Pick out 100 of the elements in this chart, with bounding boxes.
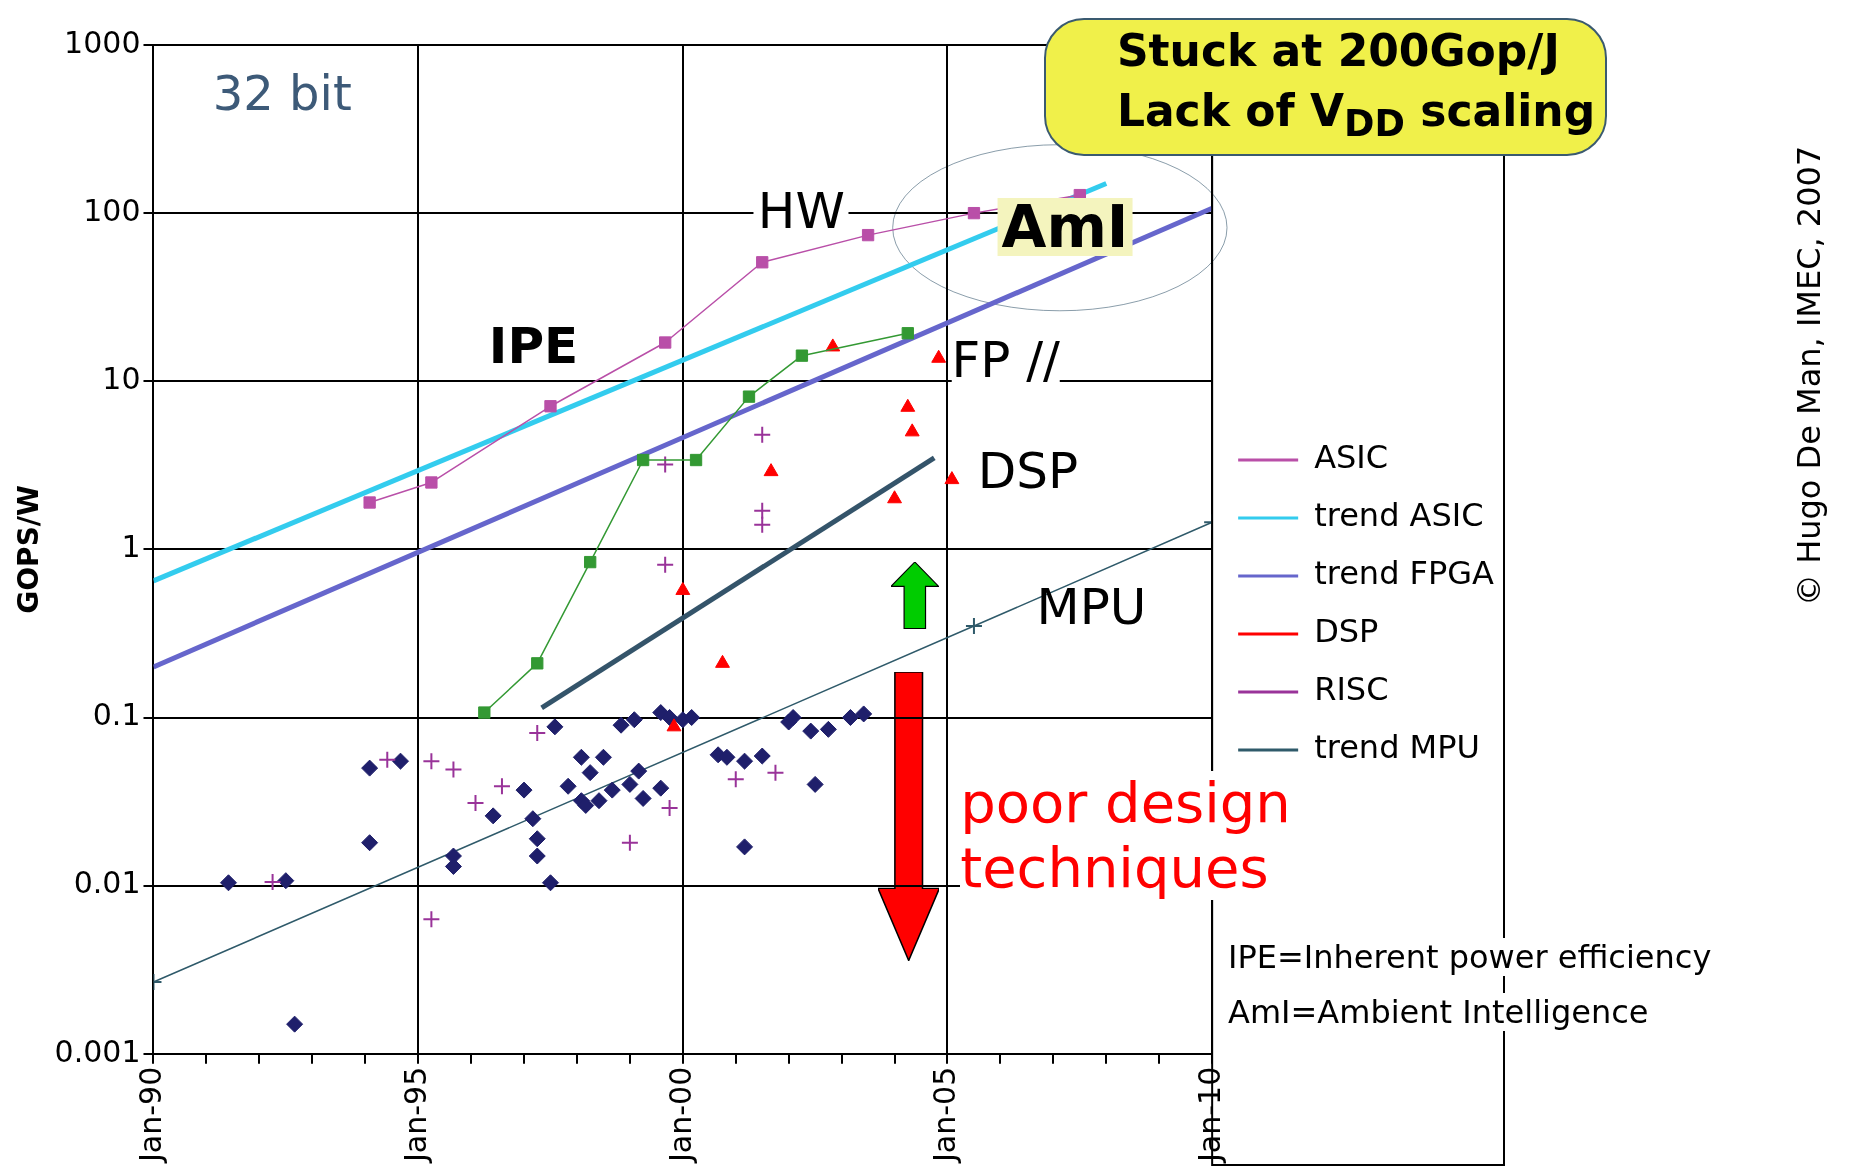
text: © Hugo De Man, IMEC, 2007 xyxy=(1790,145,1828,606)
point xyxy=(363,496,376,509)
point xyxy=(726,770,745,789)
point xyxy=(900,398,916,412)
point xyxy=(378,750,397,769)
y-tick-label: 1000 xyxy=(64,24,141,60)
point xyxy=(620,833,639,852)
point xyxy=(802,722,820,740)
point xyxy=(590,792,608,810)
point xyxy=(361,759,379,777)
point xyxy=(466,794,485,813)
point xyxy=(901,327,914,340)
point xyxy=(541,874,559,892)
point xyxy=(656,455,675,474)
x-tick-label: Jan-05 xyxy=(927,1066,963,1165)
point xyxy=(263,873,282,892)
point xyxy=(422,910,441,929)
point xyxy=(603,781,621,799)
point xyxy=(763,463,779,477)
point xyxy=(742,390,756,403)
point xyxy=(544,400,557,413)
legend-label: RISC xyxy=(1314,670,1389,709)
point xyxy=(736,752,754,770)
point xyxy=(634,789,652,807)
text: IPE=Inherent power efficiency xyxy=(1228,937,1712,976)
point xyxy=(784,709,802,726)
y-tick-label: 0.1 xyxy=(92,697,141,733)
annotation: FP // xyxy=(951,330,1060,389)
annotation: poor design techniques xyxy=(960,770,1381,901)
point xyxy=(931,349,947,363)
point xyxy=(855,705,873,723)
point xyxy=(652,779,670,797)
point xyxy=(753,747,771,765)
point xyxy=(524,810,542,828)
annotation: AmI xyxy=(1000,192,1130,261)
point xyxy=(795,349,809,362)
point xyxy=(528,830,546,848)
annotation: MPU xyxy=(1036,577,1147,636)
point xyxy=(478,706,491,719)
annotation: Stuck at 200Gop/J xyxy=(1116,24,1560,76)
point xyxy=(612,716,630,734)
legend-label: trend ASIC xyxy=(1314,496,1484,535)
point xyxy=(584,555,597,569)
text: AmI=Ambient Intelligence xyxy=(1228,993,1649,1032)
point xyxy=(753,515,772,534)
x-tick-label: Jan-00 xyxy=(662,1066,698,1165)
point xyxy=(621,775,639,793)
y-axis-title: GOPS/W xyxy=(12,484,46,614)
point xyxy=(484,807,502,825)
annotation: HW xyxy=(756,182,846,241)
point xyxy=(577,796,595,814)
point xyxy=(861,228,875,242)
point xyxy=(636,453,650,467)
point xyxy=(528,847,546,865)
point xyxy=(425,476,438,489)
point xyxy=(756,256,769,269)
point xyxy=(660,798,679,817)
point xyxy=(766,763,785,782)
point xyxy=(572,748,590,766)
point xyxy=(841,709,859,726)
point xyxy=(361,834,379,852)
point xyxy=(753,425,772,444)
point xyxy=(581,764,599,782)
x-tick-label: Jan-90 xyxy=(133,1066,169,1165)
y-tick-label: 1 xyxy=(121,529,141,565)
point xyxy=(806,775,824,793)
legend-label: trend FPGA xyxy=(1314,554,1495,593)
point xyxy=(546,718,564,736)
point xyxy=(689,453,703,467)
point xyxy=(559,777,577,795)
point xyxy=(422,752,441,771)
point xyxy=(666,718,682,732)
annotation: IPE xyxy=(488,316,579,375)
point xyxy=(967,206,981,220)
y-tick-label: 0.001 xyxy=(54,1033,141,1069)
point xyxy=(659,336,672,349)
legend-label: DSP xyxy=(1314,612,1379,651)
point xyxy=(904,423,920,437)
legend-label: ASIC xyxy=(1314,438,1389,477)
point xyxy=(528,723,547,742)
point xyxy=(531,657,544,670)
point xyxy=(736,838,754,856)
point xyxy=(515,781,533,799)
point xyxy=(219,874,237,892)
x-tick-label: Jan-95 xyxy=(397,1066,433,1165)
annotation: Lack of V$_{DD}$ scaling xyxy=(1116,85,1596,146)
point xyxy=(594,748,612,766)
point xyxy=(944,471,960,485)
point xyxy=(492,777,511,796)
point xyxy=(392,752,410,770)
y-tick-label: 10 xyxy=(102,361,141,397)
point xyxy=(656,555,675,574)
point xyxy=(819,720,837,738)
y-tick-label: 100 xyxy=(83,192,141,228)
legend-label: trend MPU xyxy=(1314,728,1480,767)
point xyxy=(625,711,643,729)
point xyxy=(753,501,772,520)
point xyxy=(887,490,902,504)
annotation: DSP xyxy=(977,441,1079,500)
point xyxy=(286,1015,304,1033)
